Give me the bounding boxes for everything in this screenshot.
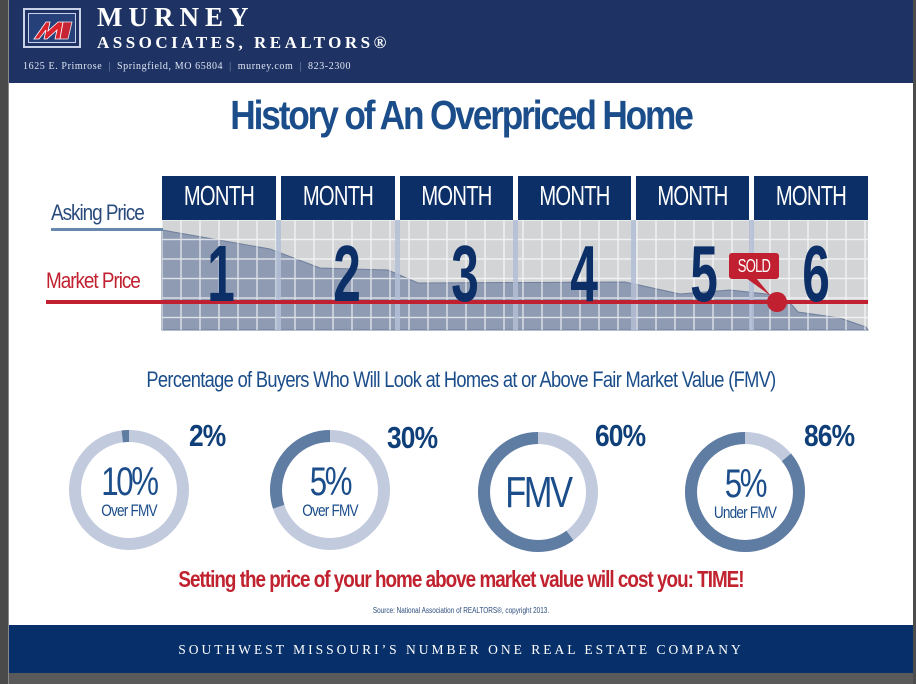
donut-3-center: FMV (505, 468, 573, 517)
month-header-6 (754, 176, 868, 220)
month-label: MONTH (421, 180, 492, 211)
sold-label: SOLD (737, 256, 771, 276)
sold-dot (767, 292, 787, 312)
brand-name: MURNEY (97, 2, 255, 32)
month-label: MONTH (302, 180, 374, 211)
market-price-line (46, 300, 868, 304)
month-label: MONTH (539, 180, 610, 211)
donut-2-percent: 30% (387, 420, 438, 455)
month-number: 5 (690, 229, 718, 318)
donut-1 (69, 430, 189, 550)
asking-price-line (51, 228, 163, 231)
phone: 823-2300 (308, 61, 352, 72)
price-history-chart (46, 176, 869, 331)
sold-badge (729, 253, 779, 279)
call-to-action: Setting the price of your home above mar… (178, 566, 744, 592)
buyer-percentage-donuts (69, 430, 805, 552)
month-label: MONTH (657, 180, 728, 211)
brand-subtitle: ASSOCIATES, REALTORS® (97, 33, 390, 52)
month-header-2 (281, 176, 395, 220)
footer-tagline: SOUTHWEST MISSOURI’S NUMBER ONE REAL EST… (178, 642, 744, 657)
city: Springfield, MO 65804 (116, 61, 224, 72)
donut-2 (270, 430, 390, 550)
window-left-edge (0, 0, 9, 684)
murney-m-logo-icon (23, 8, 81, 48)
address: 1625 E. Primrose (23, 61, 103, 72)
flyer-page: MURNEY ASSOCIATES, REALTORS® 1625 E. Pri… (9, 0, 913, 673)
month-number: 4 (570, 229, 598, 318)
window-right-edge (913, 0, 916, 684)
month-label: MONTH (183, 180, 255, 211)
donut-3-percent: 60% (595, 418, 646, 453)
donut-2-center: 5% Over FMV (302, 460, 358, 520)
footer-band: SOUTHWEST MISSOURI’S NUMBER ONE REAL EST… (9, 625, 913, 673)
month-header-1 (162, 176, 276, 220)
brand-contact-line: 1625 E. Primrose | Springfield, MO 65804 | m… (23, 61, 352, 72)
month-header-3 (400, 176, 513, 220)
donut-4 (685, 432, 805, 552)
donut-3 (478, 432, 598, 552)
brand-header: MURNEY ASSOCIATES, REALTORS® 1625 E. Pri… (9, 0, 913, 83)
month-label: MONTH (775, 180, 847, 211)
donut-1-percent: 2% (189, 418, 226, 453)
page-title: History of An Overpriced Home (230, 92, 694, 138)
market-price-label: Market Price (46, 268, 141, 293)
month-header-5 (636, 176, 749, 220)
donut-4-percent: 86% (804, 418, 855, 453)
source-citation: Source: National Association of REALTORS… (372, 606, 550, 615)
donut-section-title: Percentage of Buyers Who Will Look at Ho… (146, 367, 776, 392)
month-number: 2 (333, 229, 361, 318)
month-number: 3 (451, 229, 479, 318)
donut-1-center: 10% Over FMV (101, 460, 159, 520)
website-link[interactable]: murney.com (237, 61, 294, 72)
donut-4-center: 5% Under FMV (713, 462, 777, 522)
month-header-4 (518, 176, 631, 220)
month-number: 6 (802, 229, 830, 318)
month-number: 1 (207, 229, 235, 318)
asking-price-label: Asking Price (51, 200, 145, 225)
